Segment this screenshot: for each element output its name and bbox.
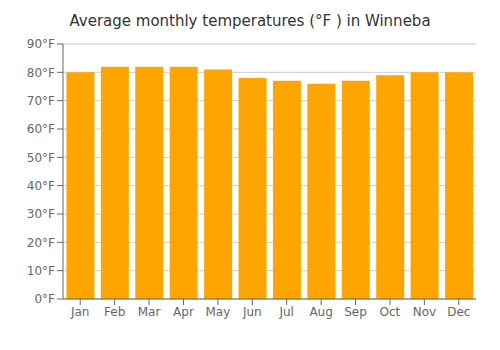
- svg-text:40°F: 40°F: [27, 179, 55, 193]
- svg-text:Aug: Aug: [309, 305, 332, 319]
- svg-text:90°F: 90°F: [27, 37, 55, 51]
- svg-text:0°F: 0°F: [34, 292, 55, 306]
- svg-text:Apr: Apr: [173, 305, 194, 319]
- svg-text:80°F: 80°F: [27, 66, 55, 80]
- svg-text:Oct: Oct: [380, 305, 401, 319]
- svg-text:Mar: Mar: [138, 305, 161, 319]
- svg-text:Sep: Sep: [344, 305, 367, 319]
- svg-text:Dec: Dec: [447, 305, 470, 319]
- svg-text:60°F: 60°F: [27, 122, 55, 136]
- svg-text:50°F: 50°F: [27, 151, 55, 165]
- svg-text:Jul: Jul: [278, 305, 293, 319]
- svg-text:Jun: Jun: [242, 305, 262, 319]
- svg-text:20°F: 20°F: [27, 236, 55, 250]
- svg-text:30°F: 30°F: [27, 207, 55, 221]
- svg-text:May: May: [205, 305, 230, 319]
- svg-text:Nov: Nov: [413, 305, 436, 319]
- html-text:Average monthly temperatures (: Average monthly temperatures (°F ) in Wi…: [69, 12, 431, 30]
- svg-text:70°F: 70°F: [27, 94, 55, 108]
- svg-text:Feb: Feb: [104, 305, 125, 319]
- svg-text:10°F: 10°F: [27, 264, 55, 278]
- svg-text:Jan: Jan: [70, 305, 90, 319]
